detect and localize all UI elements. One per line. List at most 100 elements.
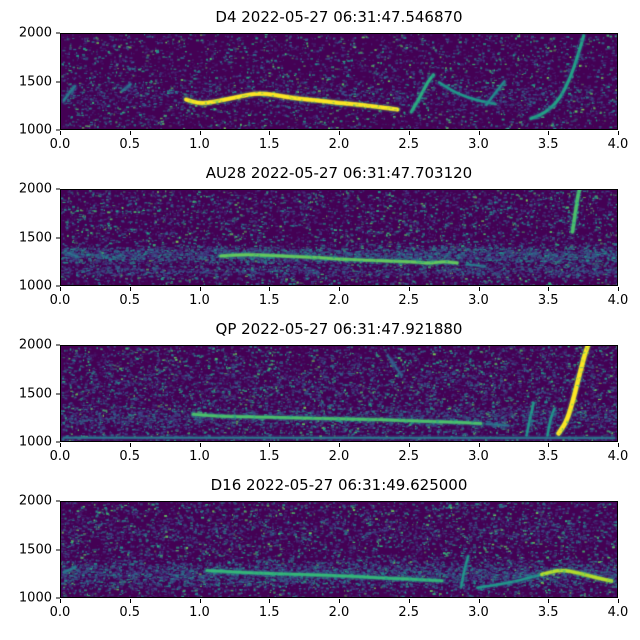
- x-tick-label: 2.0: [328, 605, 350, 620]
- x-tick-label: 0.0: [49, 293, 71, 308]
- x-tick-mark: [548, 443, 550, 447]
- subplot-au28: AU28 2022-05-27 06:31:47.703120 2000 1500…: [0, 156, 640, 312]
- x-tick-label: 0.5: [119, 605, 141, 620]
- x-tick-label: 3.5: [537, 137, 559, 152]
- x-tick-mark: [129, 131, 131, 135]
- x-tick-mark: [199, 443, 201, 447]
- x-tick-mark: [618, 599, 619, 603]
- y-tick-label: 1500: [18, 542, 52, 557]
- y-tick-label: 2000: [18, 25, 52, 41]
- y-tick-label: 1500: [18, 230, 52, 245]
- spectrogram-plot: [60, 501, 618, 598]
- subplot-qp: QP 2022-05-27 06:31:47.921880 2000 1500 10…: [0, 312, 640, 468]
- y-tick-label: 1000: [18, 278, 52, 294]
- x-tick-label: 3.0: [468, 137, 489, 152]
- y-tick-label: 1000: [18, 122, 52, 138]
- x-tick-label: 2.0: [328, 137, 350, 152]
- x-tick-mark: [548, 599, 550, 603]
- y-tick-label: 1000: [18, 434, 52, 450]
- x-tick-mark: [548, 131, 550, 135]
- x-tick-label: 1.0: [189, 605, 210, 620]
- x-tick-mark: [618, 287, 619, 291]
- x-tick-mark: [129, 599, 131, 603]
- x-tick-label: 0.0: [49, 449, 71, 464]
- x-tick-label: 2.0: [328, 293, 350, 308]
- x-tick-mark: [339, 443, 340, 447]
- x-tick-mark: [129, 287, 131, 291]
- spectrogram-canvas: [61, 190, 617, 285]
- x-tick-mark: [269, 599, 271, 603]
- x-tick-mark: [60, 599, 61, 603]
- x-tick-label: 1.5: [258, 137, 280, 152]
- x-tick-label: 4.0: [607, 137, 629, 152]
- x-tick-label: 0.5: [119, 137, 141, 152]
- subplot-title: AU28 2022-05-27 06:31:47.703120: [205, 164, 473, 182]
- x-tick-label: 1.0: [189, 137, 210, 152]
- x-tick-mark: [618, 131, 619, 135]
- x-tick-label: 3.0: [468, 449, 489, 464]
- x-tick-label: 2.5: [398, 293, 420, 308]
- y-tick-label: 1500: [18, 74, 52, 89]
- x-tick-label: 1.5: [258, 605, 280, 620]
- x-tick-mark: [339, 287, 340, 291]
- y-tick-label: 2000: [18, 337, 52, 353]
- x-tick-mark: [408, 443, 410, 447]
- subplot-title: D16 2022-05-27 06:31:49.625000: [210, 476, 468, 494]
- x-tick-label: 0.5: [119, 293, 141, 308]
- x-tick-label: 0.5: [119, 449, 141, 464]
- x-tick-mark: [478, 131, 480, 135]
- y-tick-label: 1000: [18, 590, 52, 606]
- x-tick-mark: [269, 287, 271, 291]
- x-tick-label: 4.0: [607, 449, 629, 464]
- subplot-d16: D16 2022-05-27 06:31:49.625000 2000 1500 1…: [0, 468, 640, 624]
- x-tick-mark: [408, 599, 410, 603]
- x-tick-label: 3.5: [537, 293, 559, 308]
- x-tick-mark: [60, 287, 61, 291]
- x-tick-label: 3.5: [537, 605, 559, 620]
- x-tick-label: 0.0: [49, 137, 71, 152]
- x-tick-label: 3.0: [468, 293, 489, 308]
- x-tick-mark: [199, 131, 201, 135]
- x-tick-mark: [618, 443, 619, 447]
- x-tick-mark: [548, 287, 550, 291]
- x-tick-label: 0.0: [49, 605, 71, 620]
- x-tick-mark: [60, 443, 61, 447]
- x-tick-label: 1.0: [189, 293, 210, 308]
- x-tick-label: 1.5: [258, 449, 280, 464]
- y-tick-label: 2000: [18, 493, 52, 509]
- subplot-title: QP 2022-05-27 06:31:47.921880: [215, 320, 463, 338]
- x-tick-label: 4.0: [607, 605, 629, 620]
- x-tick-mark: [478, 443, 480, 447]
- x-tick-label: 1.5: [258, 293, 280, 308]
- x-tick-label: 2.5: [398, 449, 420, 464]
- y-tick-label: 2000: [18, 181, 52, 197]
- x-tick-label: 2.5: [398, 605, 420, 620]
- x-tick-mark: [339, 599, 340, 603]
- x-tick-label: 2.5: [398, 137, 420, 152]
- spectrogram-plot: [60, 33, 618, 130]
- x-tick-mark: [478, 599, 480, 603]
- subplot-d4: D4 2022-05-27 06:31:47.546870 2000 1500 10…: [0, 0, 640, 156]
- spectrogram-plot: [60, 345, 618, 442]
- x-tick-mark: [129, 443, 131, 447]
- x-tick-label: 3.0: [468, 605, 489, 620]
- x-tick-label: 3.5: [537, 449, 559, 464]
- x-tick-mark: [199, 599, 201, 603]
- x-tick-mark: [408, 131, 410, 135]
- subplot-title: D4 2022-05-27 06:31:47.546870: [215, 8, 463, 26]
- spectrogram-plot: [60, 189, 618, 286]
- x-tick-label: 1.0: [189, 449, 210, 464]
- spectrogram-canvas: [61, 346, 617, 441]
- x-tick-mark: [408, 287, 410, 291]
- spectrogram-canvas: [61, 502, 617, 597]
- x-tick-label: 2.0: [328, 449, 350, 464]
- x-tick-mark: [60, 131, 61, 135]
- x-tick-mark: [339, 131, 340, 135]
- y-tick-label: 1500: [18, 386, 52, 401]
- x-tick-mark: [269, 131, 271, 135]
- x-tick-mark: [478, 287, 480, 291]
- x-tick-label: 4.0: [607, 293, 629, 308]
- x-tick-mark: [269, 443, 271, 447]
- x-tick-mark: [199, 287, 201, 291]
